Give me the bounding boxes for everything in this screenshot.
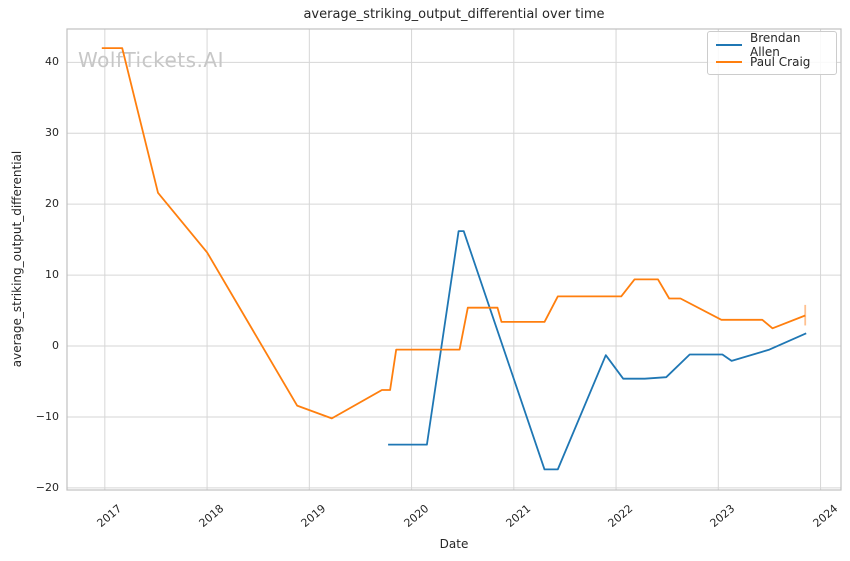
y-tick-label-20: 20 <box>45 197 59 211</box>
line-series-brendan-allen <box>388 230 807 471</box>
x-axis-label: Date <box>439 537 469 551</box>
y-tick-label-40: 40 <box>45 55 59 69</box>
line-series-paul-craig <box>101 47 806 420</box>
y-axis-label: average_striking_output_differential <box>10 150 24 368</box>
y-tick-label-0: 0 <box>52 339 59 353</box>
y-tick-label--10: −10 <box>35 409 59 423</box>
legend-label: Brendan Allen <box>750 30 801 59</box>
legend: Brendan Allen Paul Craig <box>707 31 837 75</box>
legend-line-sample-blue <box>716 43 742 46</box>
legend-label: Paul Craig <box>750 54 811 69</box>
y-tick-label--20: −20 <box>35 480 59 494</box>
chart-title: average_striking_output_differential ove… <box>303 7 605 22</box>
legend-line-sample-orange <box>716 60 742 63</box>
legend-item-brendan-allen: Brendan Allen <box>716 31 828 59</box>
plot-frame <box>66 28 842 491</box>
y-tick-label-10: 10 <box>45 268 59 282</box>
legend-item-paul-craig: Paul Craig <box>716 53 828 70</box>
watermark: WolfTickets.AI <box>78 48 224 72</box>
y-tick-label-30: 30 <box>45 126 59 140</box>
